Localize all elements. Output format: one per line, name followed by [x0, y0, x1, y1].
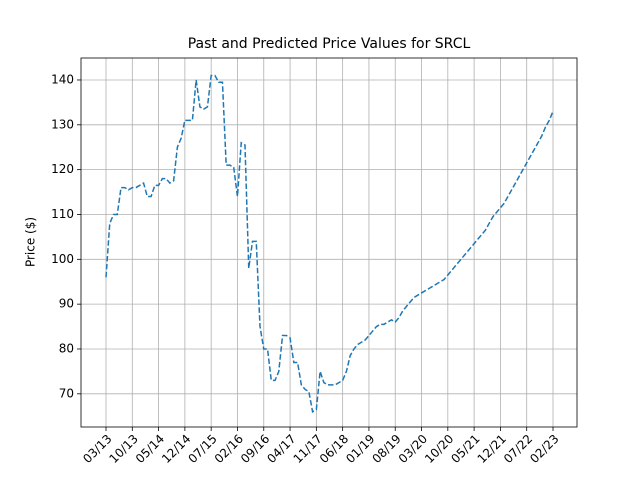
- plot-frame: [80, 57, 578, 428]
- y-tick-label: 80: [59, 341, 74, 355]
- y-tick-label: 140: [51, 72, 74, 86]
- price-line: [105, 74, 554, 413]
- y-tick-label: 120: [51, 162, 74, 176]
- y-tick-label: 130: [51, 117, 74, 131]
- chart-title: Past and Predicted Price Values for SRCL: [188, 36, 471, 52]
- y-tick-label: 70: [59, 386, 74, 400]
- y-axis-label: Price ($): [24, 217, 38, 267]
- y-tick-label: 90: [59, 297, 74, 311]
- y-tick-label: 110: [51, 207, 74, 221]
- y-tick-label: 100: [51, 252, 74, 266]
